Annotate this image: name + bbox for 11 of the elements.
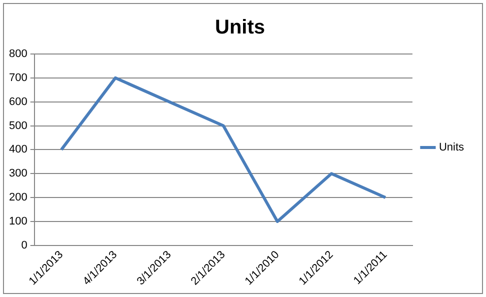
- y-tick-label: 0: [21, 239, 28, 252]
- legend-label: Units: [438, 142, 464, 154]
- y-tick-label: 600: [8, 96, 28, 108]
- y-tick-label: 100: [8, 215, 28, 228]
- y-tick-label: 300: [8, 168, 28, 180]
- y-tick-label: 400: [8, 144, 28, 156]
- y-tick-label: 700: [8, 72, 28, 84]
- y-tick-label: 200: [8, 192, 28, 204]
- y-tick-label: 800: [8, 48, 28, 60]
- y-tick-label: 500: [8, 120, 28, 132]
- chart-title: Units: [215, 16, 265, 39]
